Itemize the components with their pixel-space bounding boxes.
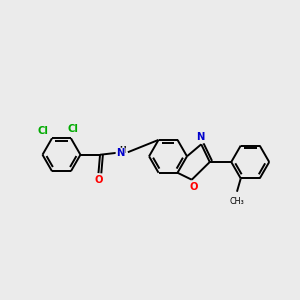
Text: O: O <box>189 182 198 192</box>
Text: N: N <box>116 148 125 158</box>
Text: Cl: Cl <box>38 126 49 136</box>
Text: O: O <box>94 175 103 185</box>
Text: Cl: Cl <box>67 124 78 134</box>
Text: H: H <box>119 146 126 155</box>
Text: N: N <box>196 132 205 142</box>
Text: CH₃: CH₃ <box>230 197 244 206</box>
